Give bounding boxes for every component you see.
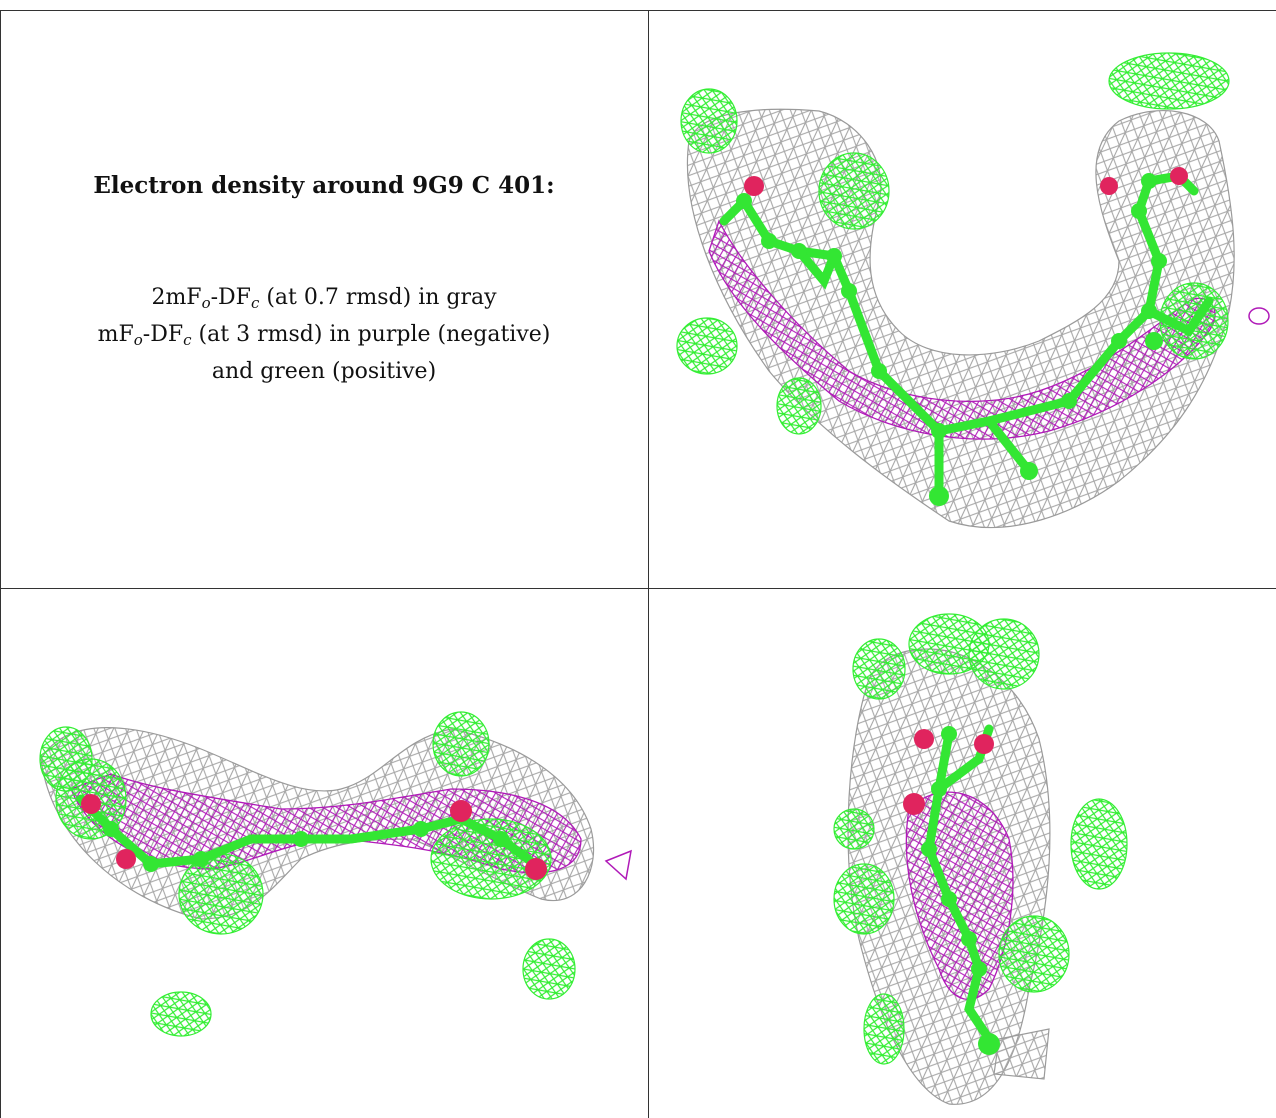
mesh-image-3 xyxy=(833,613,1128,1105)
legend-line-green: and green (positive) xyxy=(211,359,437,384)
caption-title: Electron density around 9G9 C 401: xyxy=(93,172,555,199)
legend-line-gray: 2mFo-DFc (at 0.7 rmsd) in gray xyxy=(151,285,497,312)
caption-legend: 2mFo-DFc (at 0.7 rmsd) in gray mFo-DFc (… xyxy=(0,282,648,387)
legend-line-purple: mFo-DFc (at 3 rmsd) in purple (negative) xyxy=(97,322,551,349)
density-view-side xyxy=(1,589,648,1118)
grid-line xyxy=(0,10,1276,11)
mesh-image-2 xyxy=(39,711,632,1037)
mesh-image-1 xyxy=(676,52,1270,529)
grid-line xyxy=(0,588,1276,589)
density-view-top xyxy=(649,11,1276,588)
caption-cell: Electron density around 9G9 C 401: 2mFo-… xyxy=(0,0,648,588)
grid-line xyxy=(0,10,1,1118)
grid-line xyxy=(648,10,649,1118)
density-view-end xyxy=(649,589,1276,1118)
